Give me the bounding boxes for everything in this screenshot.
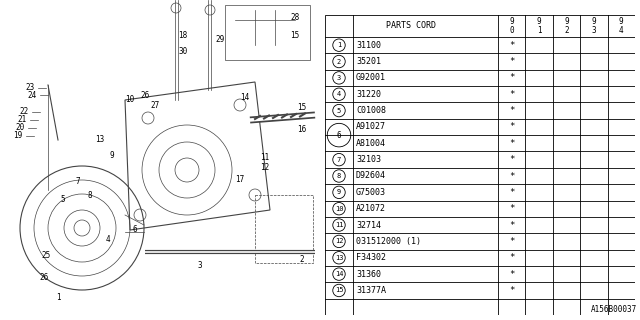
Text: *: * <box>509 90 515 99</box>
Text: *: * <box>509 123 515 132</box>
Text: 9: 9 <box>109 150 115 159</box>
Text: 9
3: 9 3 <box>591 17 596 35</box>
Text: 4: 4 <box>337 91 341 97</box>
Text: 12: 12 <box>260 164 269 172</box>
Text: 12: 12 <box>335 238 343 244</box>
Text: 1: 1 <box>56 292 60 301</box>
Text: *: * <box>509 253 515 262</box>
Text: 18: 18 <box>179 30 188 39</box>
Text: 2: 2 <box>300 255 304 265</box>
Text: 23: 23 <box>26 84 35 92</box>
Text: 13: 13 <box>95 135 104 145</box>
Text: 15: 15 <box>335 287 343 293</box>
Bar <box>255 195 313 263</box>
Text: 4: 4 <box>106 236 110 244</box>
Text: 19: 19 <box>13 132 22 140</box>
Text: C01008: C01008 <box>356 106 386 115</box>
Text: 3: 3 <box>337 75 341 81</box>
Text: A91027: A91027 <box>356 123 386 132</box>
Text: 7: 7 <box>337 157 341 163</box>
Text: 24: 24 <box>28 91 36 100</box>
Text: 15: 15 <box>298 102 307 111</box>
Text: PARTS CORD: PARTS CORD <box>387 21 436 30</box>
Text: 6: 6 <box>337 131 341 140</box>
Text: *: * <box>509 41 515 50</box>
Text: 32103: 32103 <box>356 155 381 164</box>
Text: 5: 5 <box>337 108 341 114</box>
Text: 22: 22 <box>19 108 29 116</box>
Text: G92001: G92001 <box>356 73 386 82</box>
Text: 31220: 31220 <box>356 90 381 99</box>
Text: 9
0: 9 0 <box>509 17 514 35</box>
Text: 29: 29 <box>216 36 225 44</box>
Text: 2: 2 <box>337 59 341 65</box>
Text: 13: 13 <box>335 255 343 261</box>
Text: A156B00037: A156B00037 <box>591 305 637 314</box>
Text: 9
4: 9 4 <box>619 17 623 35</box>
Text: *: * <box>509 155 515 164</box>
Text: 9
2: 9 2 <box>564 17 569 35</box>
Text: 3: 3 <box>198 260 202 269</box>
Text: 10: 10 <box>125 95 134 105</box>
Text: D92604: D92604 <box>356 172 386 180</box>
Text: *: * <box>509 172 515 180</box>
Text: 14: 14 <box>335 271 343 277</box>
Text: 26: 26 <box>140 91 150 100</box>
Text: *: * <box>509 188 515 197</box>
Text: *: * <box>509 106 515 115</box>
Text: F34302: F34302 <box>356 253 386 262</box>
Text: *: * <box>509 270 515 279</box>
Text: 7: 7 <box>76 178 80 187</box>
Text: 31100: 31100 <box>356 41 381 50</box>
Text: 6: 6 <box>132 226 138 235</box>
Text: 8: 8 <box>337 173 341 179</box>
Text: *: * <box>509 204 515 213</box>
Text: 16: 16 <box>298 125 307 134</box>
Text: 14: 14 <box>241 93 250 102</box>
Text: 26: 26 <box>40 274 49 283</box>
Text: 25: 25 <box>42 252 51 260</box>
Text: 28: 28 <box>291 13 300 22</box>
Text: 11: 11 <box>335 222 343 228</box>
Text: 31377A: 31377A <box>356 286 386 295</box>
Text: *: * <box>509 237 515 246</box>
Text: 9: 9 <box>337 189 341 195</box>
Text: A21072: A21072 <box>356 204 386 213</box>
Text: 20: 20 <box>15 124 24 132</box>
Text: 9
1: 9 1 <box>537 17 541 35</box>
Text: 21: 21 <box>17 116 27 124</box>
Text: 35201: 35201 <box>356 57 381 66</box>
Text: 30: 30 <box>179 47 188 57</box>
Text: 8: 8 <box>88 190 92 199</box>
Text: *: * <box>509 220 515 229</box>
Text: *: * <box>509 139 515 148</box>
Text: 5: 5 <box>61 196 65 204</box>
Text: *: * <box>509 73 515 82</box>
Text: 1: 1 <box>337 42 341 48</box>
Text: 031512000 (1): 031512000 (1) <box>356 237 421 246</box>
Text: 27: 27 <box>150 100 159 109</box>
Text: G75003: G75003 <box>356 188 386 197</box>
Text: *: * <box>509 57 515 66</box>
Text: 10: 10 <box>335 206 343 212</box>
Text: 31360: 31360 <box>356 270 381 279</box>
Text: 11: 11 <box>260 154 269 163</box>
Text: 17: 17 <box>236 175 244 185</box>
Bar <box>225 5 310 60</box>
Text: A81004: A81004 <box>356 139 386 148</box>
Text: 32714: 32714 <box>356 220 381 229</box>
Text: *: * <box>509 286 515 295</box>
Text: 15: 15 <box>291 30 300 39</box>
